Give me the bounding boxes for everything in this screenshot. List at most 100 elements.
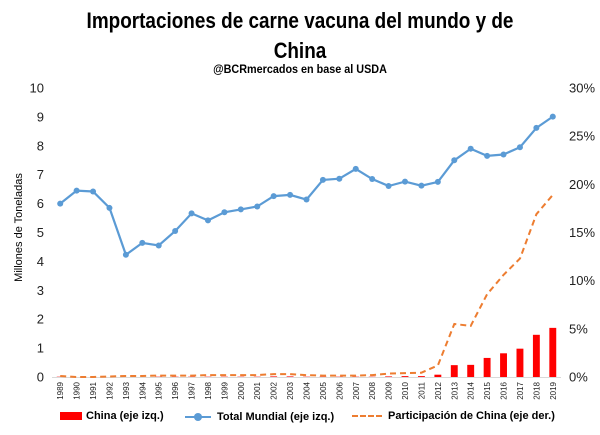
x-tick-label: 2016 [500,381,509,399]
legend-item-share: Participación de China (eje der.) [352,410,555,422]
y-tick-label: 8 [37,138,44,153]
legend-label-total: Total Mundial (eje izq.) [217,411,335,423]
y2-tick-label: 10% [569,273,595,288]
x-tick-label: 1994 [138,381,147,399]
total-point [221,209,228,216]
x-tick-label: 2004 [303,381,312,399]
chart-subtitle: @BCRmercados en base al USDA [213,62,387,76]
x-tick-label: 2002 [270,381,279,399]
total-point [533,124,540,131]
total-point [319,176,326,183]
total-point [106,204,113,211]
china-bar [385,376,393,377]
total-point [270,193,277,200]
y-tick-label: 0 [37,370,44,385]
x-tick-label: 2018 [532,381,541,399]
total-point [369,176,376,183]
china-bar [549,327,557,377]
y-tick-label: 3 [37,283,44,298]
y-tick-label: 4 [37,254,44,269]
chart-lines [57,113,556,378]
total-point [336,175,343,182]
total-point [172,228,179,235]
legend-label-china: China (eje izq.) [86,410,164,422]
x-tick-label: 1995 [155,381,164,399]
y-tick-label: 5 [37,225,44,240]
total-point [73,187,80,194]
chart-legend: China (eje izq.) Total Mundial (eje izq.… [0,410,600,430]
x-tick-label: 1996 [171,381,180,399]
china-bar [516,348,524,377]
x-tick-label: 2011 [417,381,426,399]
total-point [385,182,392,189]
total-point [204,217,211,224]
total-point [287,191,294,198]
legend-item-china: China (eje izq.) [60,410,164,422]
total-point [57,200,64,207]
total-point [155,242,162,249]
total-point [122,251,129,258]
x-tick-label: 2010 [401,381,410,399]
share-line [60,194,554,378]
x-tick-label: 2015 [483,381,492,399]
total-point [237,206,244,213]
total-line [59,115,554,257]
y2-tick-label: 5% [569,321,588,336]
x-tick-label: 1990 [73,381,82,399]
china-bars [56,327,557,377]
legend-swatch-bar [60,412,82,420]
china-bar [483,357,491,377]
total-point [549,113,556,120]
x-tick-label: 1991 [89,381,98,399]
x-tick-label: 2012 [434,381,443,399]
x-tick-label: 2009 [385,381,394,399]
total-point [90,188,97,195]
x-tick-label: 2005 [319,381,328,399]
x-tick-label: 2019 [549,381,558,399]
total-point [434,178,441,185]
x-tick-label: 1992 [105,381,114,399]
y2-tick-label: 30% [569,81,595,96]
chart-title-line1: Importaciones de carne vacuna del mundo … [86,8,514,33]
x-tick-label: 1989 [56,381,65,399]
total-point [500,151,507,158]
x-tick-label: 2008 [368,381,377,399]
china-bar [500,353,507,377]
china-bar [532,334,540,377]
x-tick-label: 2001 [253,381,262,399]
y2-tick-label: 25% [569,129,595,144]
legend-label-share: Participación de China (eje der.) [388,410,555,422]
total-point [303,196,310,203]
legend-swatch-line [185,410,211,424]
china-bar [467,364,475,377]
x-tick-label: 2013 [450,381,459,399]
x-tick-label: 2003 [286,381,295,399]
total-point [402,178,409,185]
y-tick-label: 7 [37,167,44,182]
y2-tick-label: 0% [569,370,588,385]
china-bar [450,365,458,377]
y-axis-label: Millones de Toneladas [13,173,25,282]
x-tick-label: 2014 [467,381,476,399]
chart-labels: 0 1 2 3 4 5 6 7 8 9 10 0% 5% 10% 15% 20% 25% 30% Millones … [13,81,595,400]
total-point [188,210,195,217]
china-bar [270,376,278,377]
chart-title-line2: China [273,38,327,63]
total-point [484,152,491,159]
x-tick-label: 2007 [352,381,361,399]
legend-item-total: Total Mundial (eje izq.) [185,410,334,424]
china-bar [286,376,294,377]
x-tick-label: 1993 [122,381,131,399]
x-tick-label: 1998 [204,381,213,399]
y-tick-label: 9 [37,109,44,124]
y-tick-label: 2 [37,312,44,327]
china-bar [434,374,442,377]
x-tick-label: 2017 [516,381,525,399]
total-point [516,144,523,151]
y2-tick-label: 20% [569,177,595,192]
legend-swatch-dashed [352,415,382,417]
y-tick-label: 1 [37,341,44,356]
total-point [451,157,458,164]
x-tick-label: 2000 [237,381,246,399]
